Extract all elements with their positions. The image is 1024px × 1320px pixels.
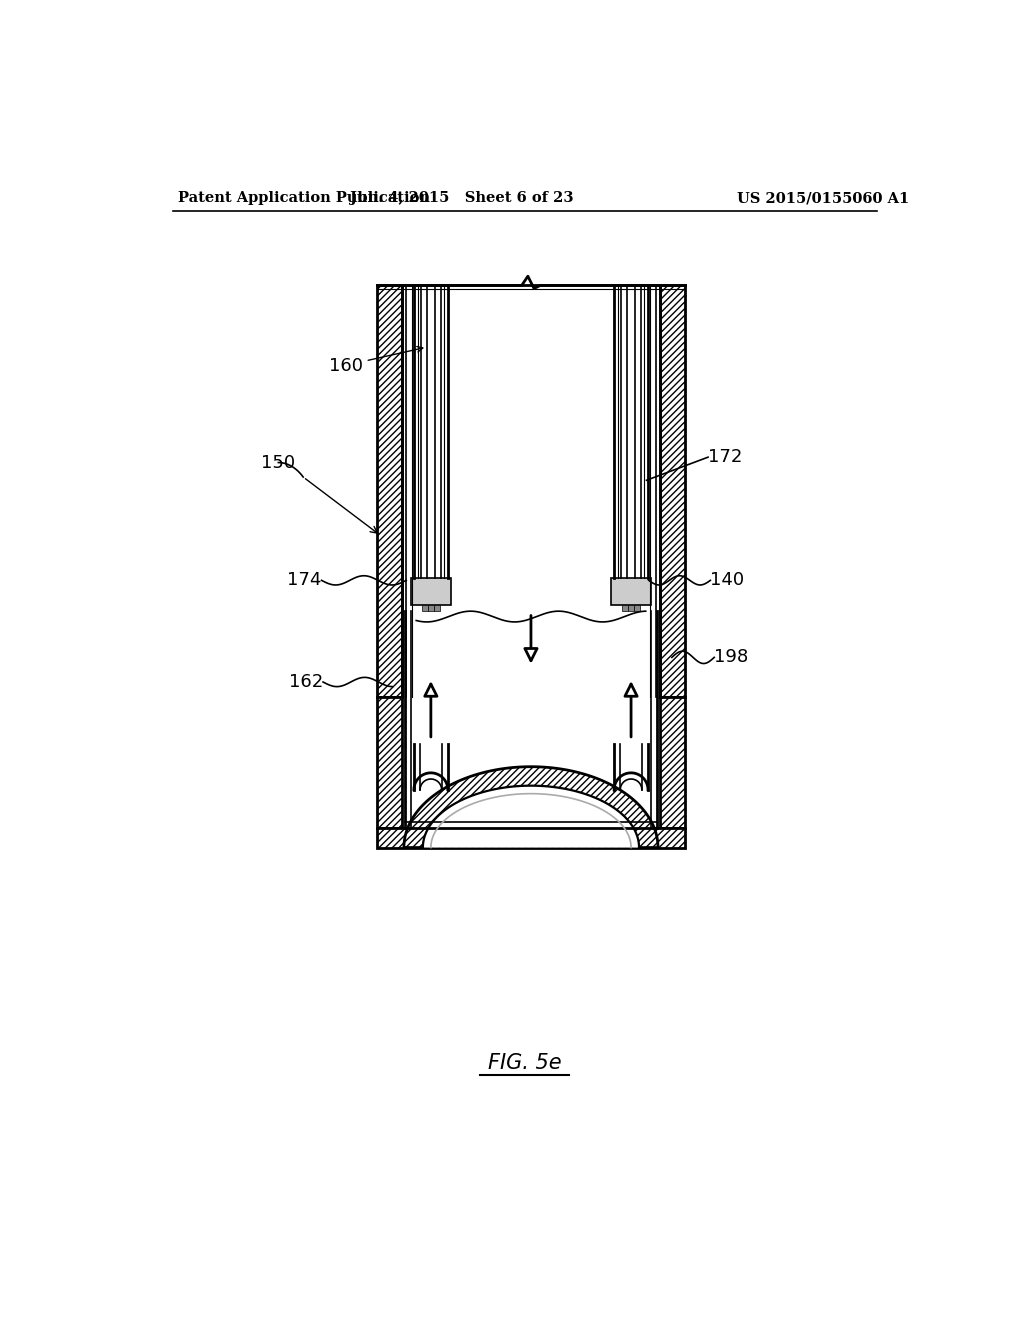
- Polygon shape: [422, 605, 428, 611]
- Text: 150: 150: [261, 454, 296, 471]
- Text: 162: 162: [289, 673, 323, 690]
- Text: FIG. 5e: FIG. 5e: [488, 1053, 561, 1073]
- Polygon shape: [377, 829, 685, 847]
- Polygon shape: [377, 697, 401, 829]
- Text: 172: 172: [708, 449, 742, 466]
- Text: 174: 174: [287, 572, 322, 589]
- Polygon shape: [611, 578, 651, 605]
- Polygon shape: [377, 285, 401, 697]
- Text: US 2015/0155060 A1: US 2015/0155060 A1: [737, 191, 909, 206]
- Polygon shape: [411, 578, 451, 605]
- Polygon shape: [660, 285, 685, 697]
- Polygon shape: [428, 605, 434, 611]
- Polygon shape: [403, 767, 658, 847]
- Polygon shape: [660, 697, 685, 829]
- Polygon shape: [423, 785, 639, 847]
- Polygon shape: [622, 605, 628, 611]
- Text: Jun. 4, 2015   Sheet 6 of 23: Jun. 4, 2015 Sheet 6 of 23: [350, 191, 573, 206]
- Polygon shape: [634, 605, 640, 611]
- Polygon shape: [434, 605, 440, 611]
- Text: 160: 160: [329, 358, 364, 375]
- Text: 198: 198: [714, 648, 749, 667]
- Text: 140: 140: [711, 572, 744, 589]
- Text: Patent Application Publication: Patent Application Publication: [178, 191, 430, 206]
- Polygon shape: [628, 605, 634, 611]
